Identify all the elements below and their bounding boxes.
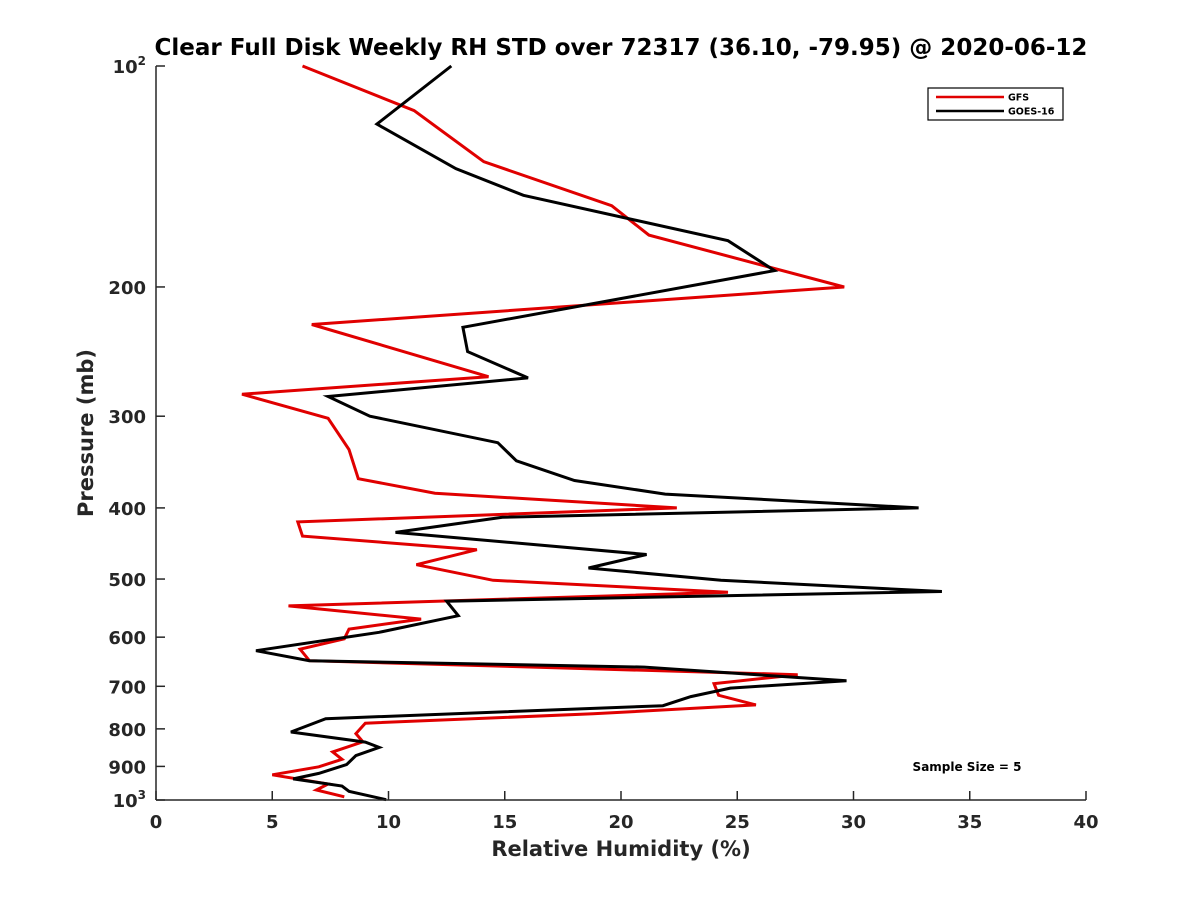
- series-line-gfs: [241, 64, 845, 799]
- series-layer: [241, 64, 942, 802]
- y-tick-label-base: 900: [108, 757, 146, 778]
- y-tick-label-base: 10: [113, 791, 138, 812]
- y-tick-label-base: 800: [108, 720, 146, 741]
- legend-label-goes16: GOES-16: [1008, 107, 1055, 118]
- y-tick-label: 300: [108, 407, 146, 428]
- y-tick-label: 800: [108, 720, 146, 741]
- x-tick-label: 10: [376, 812, 401, 833]
- y-tick-label-base: 500: [108, 570, 146, 591]
- y-tick-label: 400: [108, 499, 146, 520]
- y-axis-label: Pressure (mb): [74, 349, 98, 517]
- y-tick-label: 103: [113, 788, 146, 812]
- x-tick-label: 25: [725, 812, 750, 833]
- legend-box: [927, 87, 1064, 121]
- series-line-goes16: [255, 64, 942, 802]
- x-tick-label: 30: [841, 812, 866, 833]
- x-tick-label: 40: [1073, 812, 1098, 833]
- x-tick-label: 0: [150, 812, 163, 833]
- sample-size-annotation: Sample Size = 5: [913, 760, 1022, 774]
- y-tick-label: 500: [108, 570, 146, 591]
- y-tick-label: 600: [108, 628, 146, 649]
- x-tick-label: 35: [957, 812, 982, 833]
- y-tick-label-exponent: 2: [138, 54, 146, 68]
- x-axis-label: Relative Humidity (%): [491, 837, 750, 861]
- y-tick-label-base: 700: [108, 677, 146, 698]
- plot-area: [241, 64, 942, 802]
- y-tick-label-base: 300: [108, 407, 146, 428]
- y-tick-label-base: 200: [108, 278, 146, 299]
- y-tick-label: 200: [108, 278, 146, 299]
- legend: GFS GOES-16: [927, 87, 1064, 121]
- y-tick-label: 102: [113, 54, 146, 78]
- y-tick-label-base: 10: [113, 57, 138, 78]
- x-ticks: 0 5 10 15 20 25 30 35 40: [150, 791, 1099, 833]
- y-tick-label-base: 600: [108, 628, 146, 649]
- x-tick-label: 20: [608, 812, 633, 833]
- y-tick-label-exponent: 3: [138, 788, 146, 802]
- y-tick-label: 700: [108, 677, 146, 698]
- chart-title: Clear Full Disk Weekly RH STD over 72317…: [155, 35, 1088, 61]
- x-tick-label: 15: [492, 812, 517, 833]
- x-tick-label: 5: [266, 812, 279, 833]
- legend-label-gfs: GFS: [1008, 93, 1029, 104]
- y-tick-label: 900: [108, 757, 146, 778]
- y-tick-label-base: 400: [108, 499, 146, 520]
